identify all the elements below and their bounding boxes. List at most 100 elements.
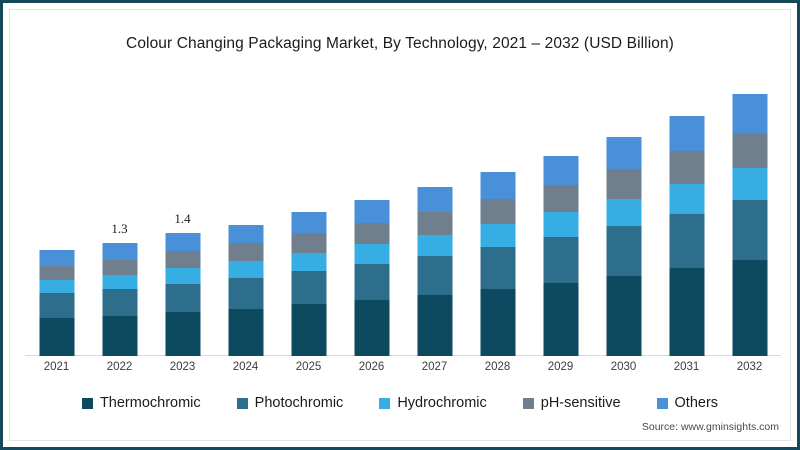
bar-segment-thermochromic[interactable] [165, 312, 200, 356]
bar-segment-photochromic[interactable] [732, 200, 767, 260]
bar-segment-others[interactable] [543, 155, 578, 185]
bar-stack[interactable] [732, 93, 767, 356]
bar-segment-thermochromic[interactable] [354, 300, 389, 356]
bar-segment-ph-sensitive[interactable] [543, 184, 578, 213]
bar-group-2026[interactable] [340, 81, 403, 356]
bar-segment-others[interactable] [669, 116, 704, 152]
bar-stack[interactable] [669, 116, 704, 356]
bar-stack[interactable] [102, 243, 137, 356]
bar-value-label-2022: 1.3 [111, 221, 128, 237]
bar-segment-hydrochromic[interactable] [39, 280, 74, 294]
bar-segment-photochromic[interactable] [543, 237, 578, 283]
bar-stack[interactable] [354, 200, 389, 356]
legend-item-thermochromic[interactable]: Thermochromic [81, 395, 201, 411]
bar-segment-ph-sensitive[interactable] [228, 243, 263, 262]
bar-segment-others[interactable] [165, 233, 200, 252]
bar-segment-ph-sensitive[interactable] [732, 132, 767, 168]
bar-segment-thermochromic[interactable] [228, 308, 263, 356]
bar-segment-thermochromic[interactable] [417, 294, 452, 356]
bar-segment-thermochromic[interactable] [102, 315, 137, 356]
bar-group-2028[interactable] [466, 81, 529, 356]
bar-group-2022[interactable]: 1.3 [88, 81, 151, 356]
bar-segment-others[interactable] [39, 250, 74, 266]
bar-segment-photochromic[interactable] [606, 226, 641, 277]
bar-segment-photochromic[interactable] [39, 293, 74, 319]
bar-segment-others[interactable] [417, 186, 452, 212]
bar-segment-photochromic[interactable] [228, 277, 263, 309]
bar-segment-photochromic[interactable] [669, 214, 704, 269]
bar-segment-photochromic[interactable] [291, 270, 326, 305]
bar-stack[interactable] [417, 186, 452, 356]
bar-segment-others[interactable] [354, 200, 389, 223]
x-tick-2027: 2027 [421, 361, 448, 373]
bar-stack[interactable] [165, 233, 200, 356]
bar-segment-thermochromic[interactable] [543, 282, 578, 356]
bar-segment-ph-sensitive[interactable] [480, 198, 515, 224]
x-axis-baseline [25, 355, 781, 356]
bar-group-2023[interactable]: 1.4 [151, 81, 214, 356]
legend-swatch-icon [81, 397, 93, 409]
bar-segment-thermochromic[interactable] [480, 288, 515, 356]
bar-segment-others[interactable] [606, 136, 641, 169]
x-tick-2023: 2023 [169, 361, 196, 373]
bar-group-2025[interactable] [277, 81, 340, 356]
x-tick-2030: 2030 [610, 361, 637, 373]
chart-title: Colour Changing Packaging Market, By Tec… [126, 35, 674, 52]
bar-segment-photochromic[interactable] [480, 246, 515, 289]
legend-label: Others [674, 395, 719, 411]
bar-group-2030[interactable] [592, 81, 655, 356]
bar-stack[interactable] [291, 212, 326, 356]
bar-stack[interactable] [228, 224, 263, 356]
bar-segment-ph-sensitive[interactable] [669, 151, 704, 185]
x-tick-2032: 2032 [736, 361, 763, 373]
legend-item-ph-sensitive[interactable]: pH-sensitive [522, 395, 621, 411]
bar-segment-ph-sensitive[interactable] [354, 222, 389, 245]
legend-item-others[interactable]: Others [656, 395, 719, 411]
bar-stack[interactable] [606, 136, 641, 356]
bar-segment-hydrochromic[interactable] [543, 212, 578, 238]
bar-segment-hydrochromic[interactable] [480, 223, 515, 247]
bar-segment-others[interactable] [291, 212, 326, 234]
bar-segment-ph-sensitive[interactable] [102, 259, 137, 276]
bar-stack[interactable] [480, 172, 515, 356]
legend-item-hydrochromic[interactable]: Hydrochromic [379, 395, 487, 411]
bar-segment-photochromic[interactable] [354, 264, 389, 301]
bar-stack[interactable] [39, 250, 74, 356]
bar-segment-photochromic[interactable] [102, 288, 137, 316]
bar-segment-ph-sensitive[interactable] [606, 168, 641, 199]
bar-segment-hydrochromic[interactable] [606, 198, 641, 227]
bar-segment-thermochromic[interactable] [291, 304, 326, 356]
bar-group-2024[interactable] [214, 81, 277, 356]
bar-segment-hydrochromic[interactable] [417, 234, 452, 257]
bar-group-2031[interactable] [655, 81, 718, 356]
bar-segment-photochromic[interactable] [417, 256, 452, 295]
bar-group-2029[interactable] [529, 81, 592, 356]
bar-segment-photochromic[interactable] [165, 283, 200, 313]
bar-segment-ph-sensitive[interactable] [417, 211, 452, 235]
bar-stack[interactable] [543, 155, 578, 356]
bar-segment-thermochromic[interactable] [39, 318, 74, 356]
bar-segment-hydrochromic[interactable] [732, 167, 767, 201]
bar-segment-thermochromic[interactable] [732, 259, 767, 356]
bar-value-label-2023: 1.4 [174, 211, 191, 227]
bar-segment-others[interactable] [228, 224, 263, 244]
bar-group-2021[interactable] [25, 81, 88, 356]
bar-segment-hydrochromic[interactable] [354, 244, 389, 265]
bar-segment-ph-sensitive[interactable] [39, 265, 74, 281]
bar-segment-ph-sensitive[interactable] [291, 233, 326, 253]
legend-item-photochromic[interactable]: Photochromic [236, 395, 343, 411]
bar-segment-ph-sensitive[interactable] [165, 251, 200, 269]
bar-group-2027[interactable] [403, 81, 466, 356]
x-tick-2021: 2021 [43, 361, 70, 373]
bar-group-2032[interactable] [718, 81, 781, 356]
bar-segment-others[interactable] [102, 243, 137, 260]
bar-segment-others[interactable] [732, 93, 767, 133]
bar-segment-hydrochromic[interactable] [291, 252, 326, 271]
bar-segment-thermochromic[interactable] [669, 268, 704, 356]
bar-segment-hydrochromic[interactable] [669, 184, 704, 215]
bar-segment-hydrochromic[interactable] [228, 261, 263, 278]
bar-segment-thermochromic[interactable] [606, 276, 641, 356]
bar-segment-hydrochromic[interactable] [102, 275, 137, 289]
bar-segment-hydrochromic[interactable] [165, 268, 200, 284]
bar-segment-others[interactable] [480, 172, 515, 199]
